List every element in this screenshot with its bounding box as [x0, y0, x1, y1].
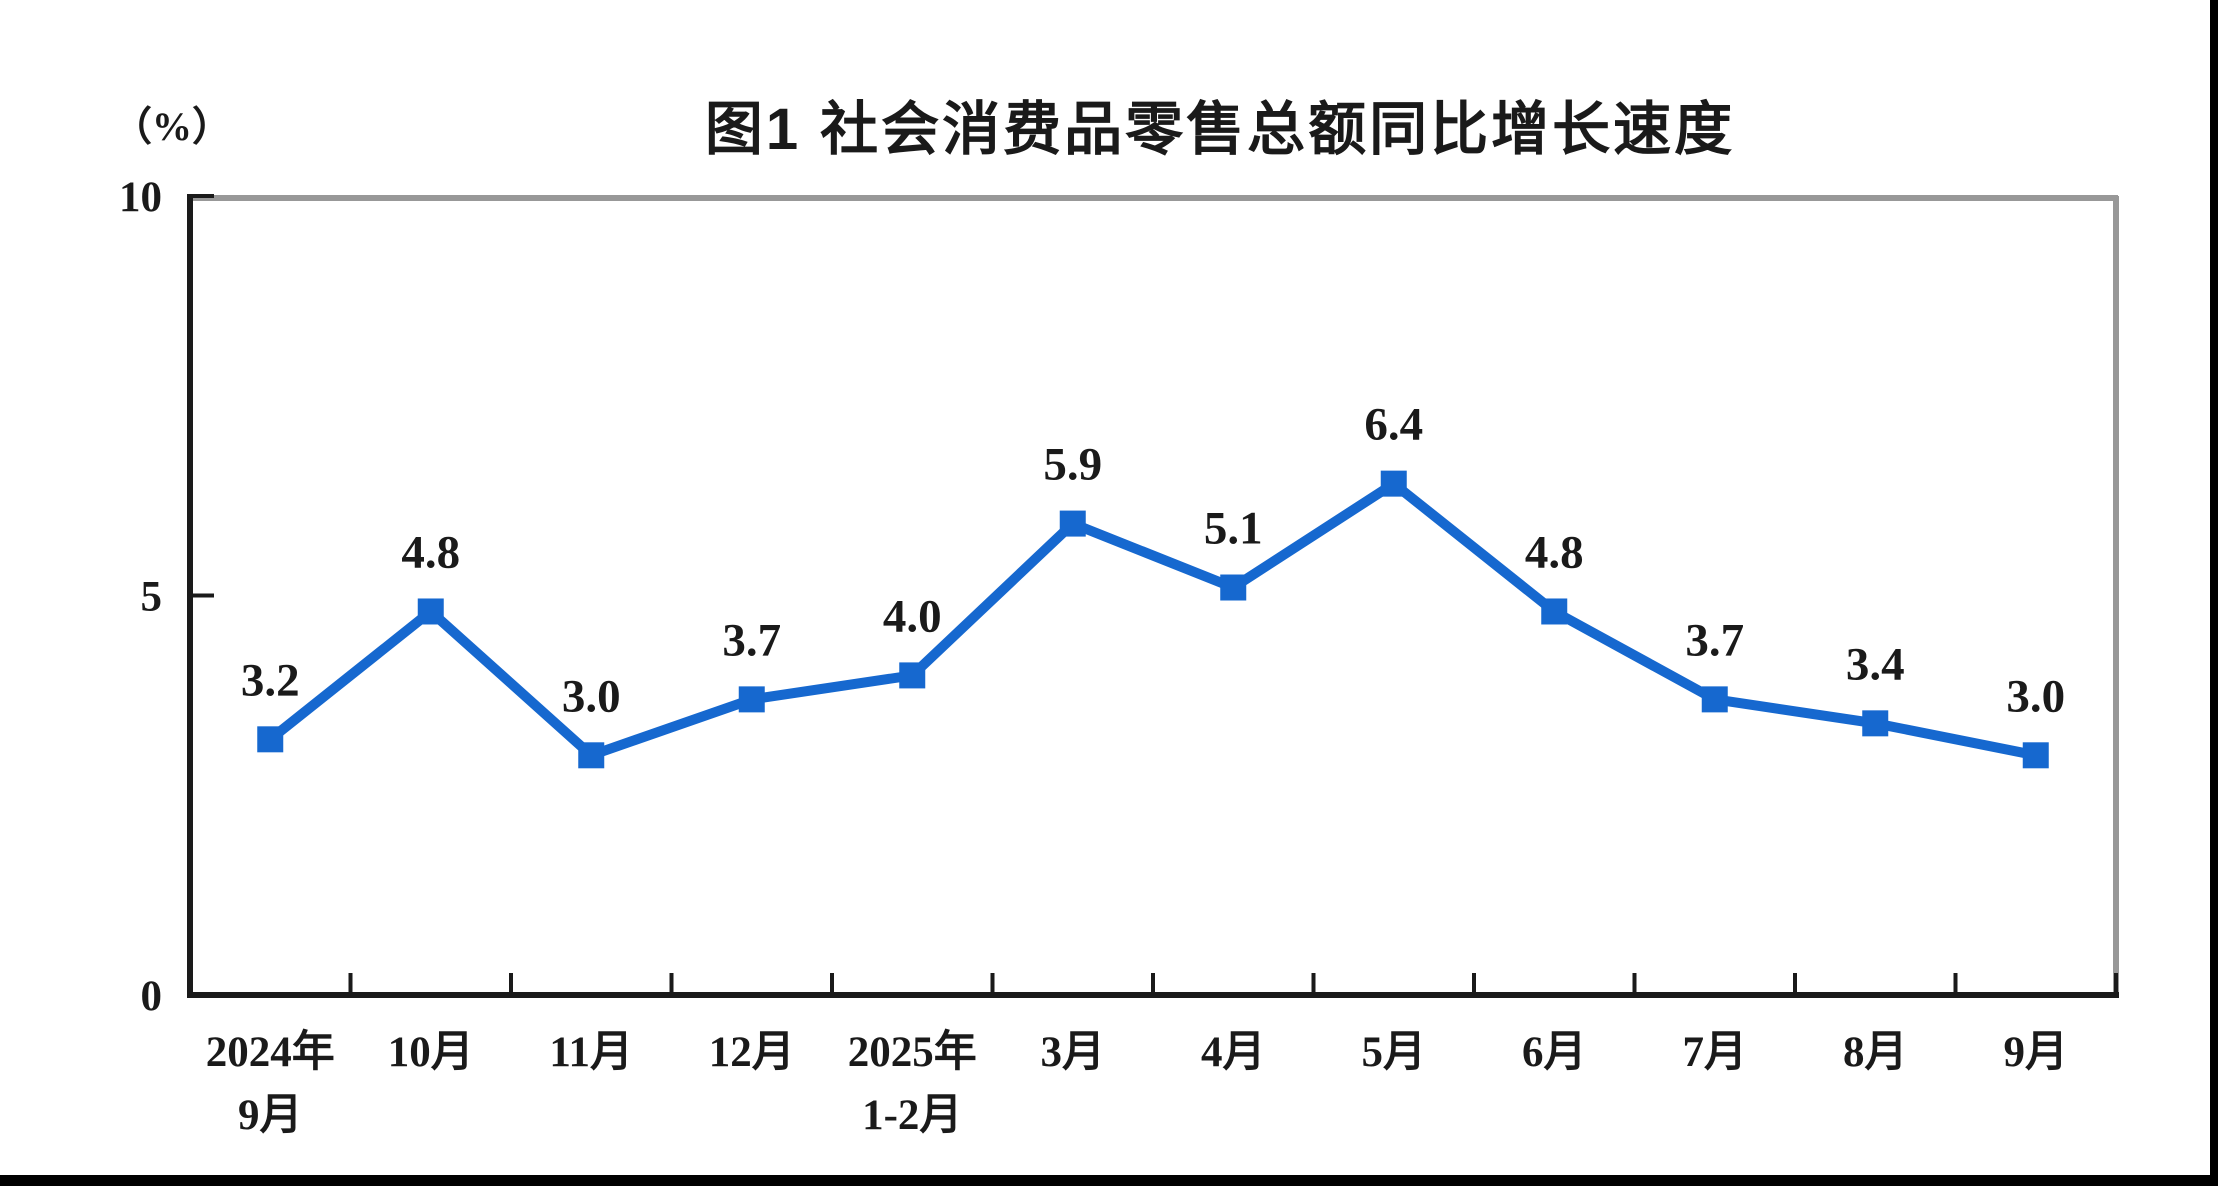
x-axis-label-line1: 7月: [1683, 1029, 1748, 1076]
data-point-label: 3.0: [2006, 670, 2065, 722]
y-axis-tick-label: 0: [141, 973, 163, 1020]
data-point-marker: [417, 598, 444, 625]
x-axis-label-line1: 2024年: [206, 1028, 335, 1076]
data-point-label: 4.8: [401, 526, 460, 578]
x-axis-label-line1: 5月: [1362, 1029, 1427, 1076]
data-line: [267, 477, 2037, 761]
data-point-label: 3.7: [722, 614, 781, 666]
right-frame-bar: [2210, 0, 2218, 1186]
data-point-label: 5.1: [1204, 503, 1263, 555]
x-axis-label-line1: 6月: [1522, 1029, 1587, 1076]
data-point-marker: [1862, 710, 1889, 737]
x-axis-label-line1: 3月: [1041, 1029, 1106, 1076]
data-point-marker: [578, 742, 605, 769]
x-axis-label-line1: 10月: [388, 1029, 474, 1076]
x-axis-label-line1: 8月: [1843, 1029, 1908, 1076]
y-axis-unit-label: （%）: [112, 104, 232, 149]
x-axis-label-line1: 12月: [709, 1029, 795, 1076]
x-axis-label-line2: 1-2月: [862, 1092, 962, 1139]
data-point-marker: [1059, 510, 1086, 537]
data-point-marker: [1380, 470, 1407, 497]
data-point-label: 3.4: [1846, 638, 1905, 690]
data-point-marker: [1701, 686, 1728, 713]
data-point-marker: [1541, 598, 1568, 625]
data-point-marker: [738, 686, 765, 713]
y-axis-tick-label: 10: [119, 174, 162, 221]
y-axis-tick-label: 5: [141, 574, 163, 621]
x-axis-label-line2: 9月: [238, 1092, 303, 1139]
data-point-marker: [899, 662, 926, 689]
data-point-label: 6.4: [1364, 399, 1423, 451]
data-point-label: 4.0: [883, 590, 942, 642]
data-point-marker: [257, 726, 284, 753]
x-axis-label-line1: 4月: [1201, 1029, 1266, 1076]
x-axis-label-line1: 11月: [549, 1029, 633, 1076]
bottom-frame-bar: [0, 1175, 2218, 1186]
data-point-label: 5.9: [1043, 439, 1102, 491]
data-point-label: 4.8: [1525, 526, 1584, 578]
x-axis-label-line1: 9月: [2004, 1029, 2069, 1076]
data-point-label: 3.2: [241, 654, 300, 706]
data-point-marker: [1220, 574, 1247, 601]
data-point-label: 3.0: [562, 670, 621, 722]
chart-title: 图1 社会消费品零售总额同比增长速度: [704, 97, 1736, 162]
data-point-label: 3.7: [1685, 614, 1744, 666]
x-axis-label-line1: 2025年: [848, 1028, 977, 1076]
data-point-marker: [2022, 742, 2049, 769]
